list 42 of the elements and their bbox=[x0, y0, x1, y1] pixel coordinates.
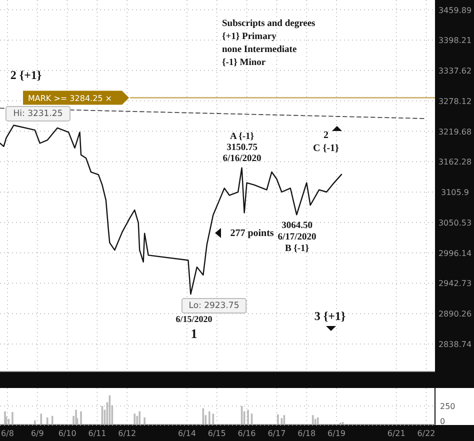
y-tick-label: 3337.62 bbox=[438, 66, 472, 76]
x-tick-label: 6/15 bbox=[208, 429, 226, 438]
y-tick-label: 3278.12 bbox=[438, 96, 472, 106]
y-tick-label: 250 bbox=[440, 402, 456, 412]
annotation: 277 points bbox=[230, 228, 274, 239]
y-tick-label: 3050.53 bbox=[438, 218, 472, 228]
annotation: Subscripts and degrees bbox=[222, 19, 316, 29]
y-tick-label: 3398.21 bbox=[438, 36, 472, 46]
x-tick-label: 6/9 bbox=[30, 429, 44, 438]
x-tick-label: 6/14 bbox=[178, 429, 196, 438]
y-tick-label: 3219.68 bbox=[438, 127, 472, 136]
annotation: 2 C {-1} bbox=[313, 130, 340, 154]
line-series bbox=[0, 124, 342, 295]
x-tick-label: 6/11 bbox=[88, 429, 106, 438]
annotation: 2 {+1} bbox=[10, 68, 42, 82]
y-tick-label: 3162.28 bbox=[438, 158, 472, 167]
y-tick-label: 2942.73 bbox=[438, 279, 472, 288]
x-tick-label: 6/16 bbox=[238, 429, 256, 438]
annotation: {+1} Primary bbox=[222, 32, 277, 42]
annotation: 6/15/2020 1 bbox=[176, 314, 213, 341]
annotation: none Intermediate bbox=[222, 45, 297, 55]
annotation: {-1} Minor bbox=[222, 58, 266, 68]
annotation: A {-1} 3150.75 6/16/2020 bbox=[222, 132, 262, 164]
x-tick-label: 6/8 bbox=[1, 429, 14, 438]
annotation: 3 {+1} bbox=[314, 309, 346, 323]
x-tick-label: 6/18 bbox=[298, 429, 316, 438]
x-tick-label: 6/17 bbox=[268, 429, 286, 438]
ref-line-label: MARK >= 3284.25 × bbox=[28, 94, 112, 103]
x-tick-label: 6/22 bbox=[417, 429, 436, 438]
x-tick-label: 6/12 bbox=[118, 429, 136, 438]
y-tick-label: 2838.74 bbox=[438, 340, 472, 349]
y-tick-label: 2890.26 bbox=[438, 310, 472, 319]
y-tick-label: 3105.9 bbox=[441, 188, 469, 198]
annotation: 3064.50 6/17/2020 B {-1} bbox=[278, 221, 317, 254]
y-tick-label: 2996.14 bbox=[438, 248, 472, 258]
x-tick-label: 6/21 bbox=[387, 429, 406, 438]
y-tick-label: 0 bbox=[440, 417, 446, 426]
x-tick-label: 6/19 bbox=[328, 429, 346, 438]
y-tick-label: 3459.89 bbox=[438, 6, 472, 15]
x-tick-label: 6/10 bbox=[58, 429, 76, 438]
annotation: Hi: 3231.25 bbox=[13, 109, 63, 119]
annotation: Lo: 2923.75 bbox=[188, 301, 240, 311]
